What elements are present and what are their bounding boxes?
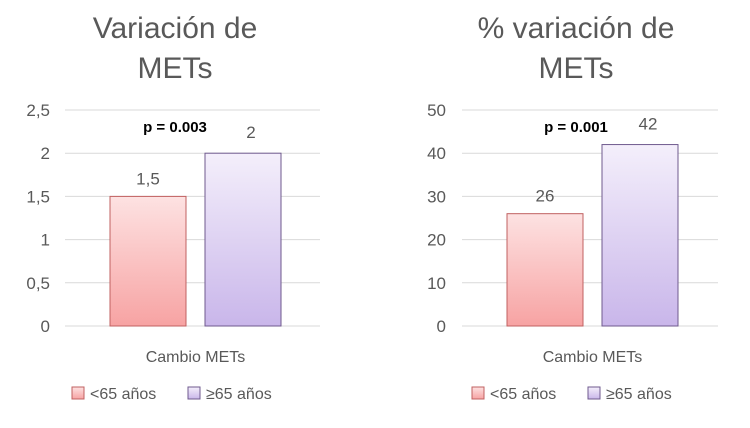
bar-over-65 <box>204 152 282 327</box>
legend-label: ≥65 años <box>206 386 272 403</box>
x-category-label: Cambio METs <box>146 349 246 366</box>
bar-under-65 <box>109 195 187 327</box>
p-value-annotation: p = 0.001 <box>544 119 608 136</box>
chart-title-line: METs <box>138 52 213 85</box>
legend-swatch <box>471 386 485 400</box>
y-tick-label: 2 <box>41 144 50 163</box>
data-label: 26 <box>536 187 555 206</box>
data-label: 1,5 <box>136 169 160 188</box>
chart-2: % variación de METs 0 10 20 30 40 50 26 42 p = 0.0… <box>427 12 718 403</box>
chart-title-line: METs <box>539 52 614 85</box>
legend-label: <65 años <box>490 386 556 403</box>
legend-swatch <box>187 386 201 400</box>
data-label: 42 <box>639 115 658 134</box>
legend-label: ≥65 años <box>606 386 672 403</box>
legend-label: <65 años <box>90 386 156 403</box>
x-category-label: Cambio METs <box>543 349 643 366</box>
y-tick-label: 1,5 <box>26 187 50 206</box>
legend-swatch <box>587 386 601 400</box>
data-label: 2 <box>246 123 255 142</box>
y-tick-label: 1 <box>41 231 50 250</box>
chart-title-line: Variación de <box>93 12 258 45</box>
y-tick-label: 2,5 <box>26 101 50 120</box>
chart-1: Variación de METs 0 0,5 1 1,5 2 2,5 1,5 2 p = 0.00… <box>26 12 320 403</box>
legend-swatch <box>71 386 85 400</box>
p-value-annotation: p = 0.003 <box>143 119 207 136</box>
y-tick-label: 10 <box>427 274 446 293</box>
y-tick-label: 50 <box>427 101 446 120</box>
y-tick-label: 40 <box>427 144 446 163</box>
bar-over-65 <box>601 144 679 327</box>
y-tick-label: 0 <box>437 317 446 336</box>
bar-under-65 <box>506 213 584 327</box>
y-tick-label: 20 <box>427 231 446 250</box>
y-tick-label: 0 <box>41 317 50 336</box>
y-tick-label: 0,5 <box>26 274 50 293</box>
chart-title-line: % variación de <box>478 12 675 45</box>
y-tick-label: 30 <box>427 187 446 206</box>
